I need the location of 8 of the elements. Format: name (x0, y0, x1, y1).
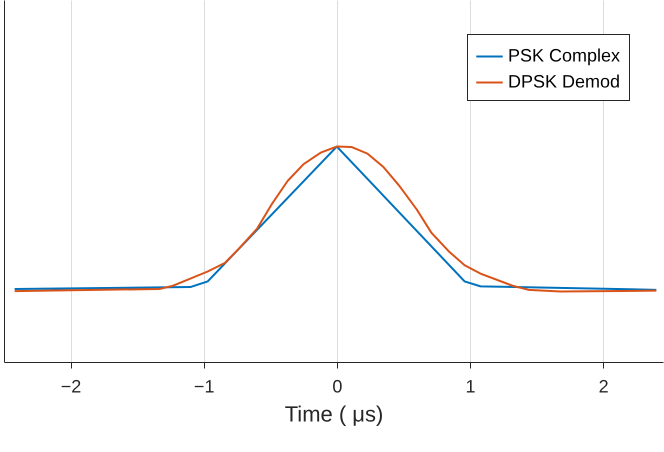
legend-label: PSK Complex (508, 46, 620, 66)
x-tick-label: 1 (465, 376, 476, 396)
legend-label: DPSK Demod (508, 72, 620, 92)
x-tick-label: 2 (598, 376, 609, 396)
x-axis-title: Time ( μs) (284, 402, 384, 426)
x-tick-label: 0 (332, 376, 342, 396)
x-tick-label: −2 (60, 376, 82, 396)
x-tick-label: −1 (194, 376, 214, 396)
